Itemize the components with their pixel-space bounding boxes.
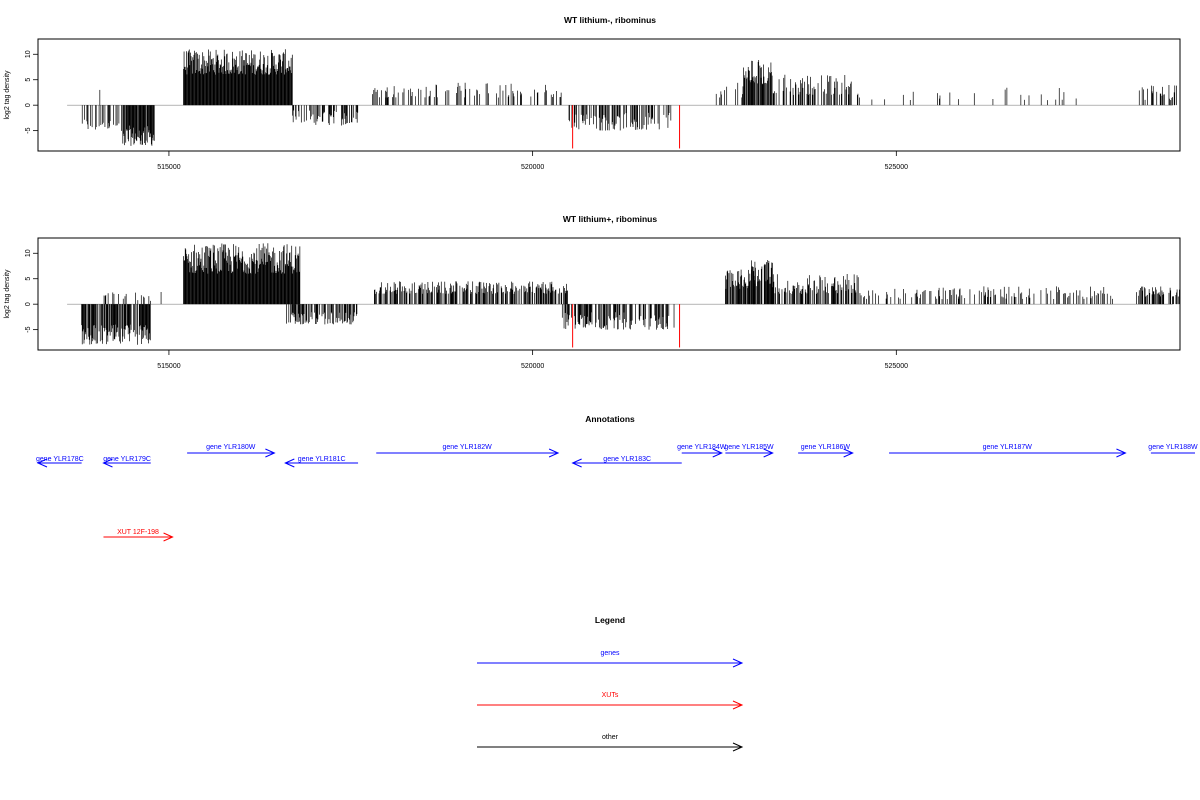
- annotation-label: gene YLR178C: [36, 456, 84, 463]
- arrow-head: [163, 532, 174, 542]
- annotation-label: gene YLR183C: [603, 456, 651, 463]
- xut-arrow: XUT 12F-198: [103, 529, 174, 542]
- arrow-head: [843, 448, 854, 458]
- y-tick-label: 10: [25, 249, 32, 257]
- gene-arrow: gene YLR183C: [571, 456, 682, 468]
- chart-panel-lithium-minus: WT lithium-, ribominus log2 tag density …: [4, 15, 1181, 171]
- y-axis-label: log2 tag density: [4, 70, 11, 120]
- legend-label: genes: [600, 650, 620, 657]
- legend-label: XUTs: [602, 692, 619, 699]
- x-tick-label: 525000: [885, 363, 908, 370]
- annotations-title: Annotations: [585, 414, 635, 424]
- legend-arrow-head: [732, 742, 744, 752]
- x-tick-label: 515000: [157, 164, 180, 171]
- annotation-label: gene YLR179C: [103, 456, 151, 463]
- arrow-head: [36, 458, 48, 468]
- y-tick-label: 0: [25, 103, 32, 107]
- x-tick-label: 515000: [157, 363, 180, 370]
- legend-title: Legend: [595, 615, 625, 625]
- y-tick-label: 0: [25, 302, 32, 306]
- chart-title: WT lithium-, ribominus: [564, 15, 656, 25]
- arrow-head: [1116, 448, 1127, 458]
- xut-track: XUT 12F-198: [103, 529, 174, 542]
- gene-arrow: gene YLR184W: [677, 444, 727, 458]
- y-tick-label: -5: [25, 127, 32, 133]
- legend-arrow-head: [732, 700, 744, 710]
- bar-group: [67, 243, 1180, 345]
- arrow-head: [571, 458, 582, 468]
- annotation-label: gene YLR188W: [1148, 444, 1198, 451]
- annotation-label: XUT 12F-198: [117, 529, 159, 536]
- y-tick-label: 5: [25, 78, 32, 82]
- legend-item: genes: [477, 650, 744, 668]
- gene-arrow: gene YLR178C: [36, 456, 84, 468]
- chart-title: WT lithium+, ribominus: [563, 214, 657, 224]
- x-tick-label: 525000: [885, 164, 908, 171]
- legend-items: genes XUTs other: [477, 650, 744, 752]
- axes-group: 10 5 0 -5 515000 520000 525000: [25, 50, 908, 171]
- arrow-head: [102, 458, 113, 468]
- x-tick-label: 520000: [521, 363, 544, 370]
- red-mark-group: [572, 105, 681, 149]
- gene-arrow: gene YLR185W: [724, 444, 774, 458]
- gene-arrow: gene YLR179C: [102, 456, 151, 468]
- annotations-panel: Annotations gene YLR178C gene YLR179Cgene…: [36, 414, 1198, 542]
- annotation-label: gene YLR181C: [298, 456, 346, 463]
- annotation-label: gene YLR184W: [677, 444, 727, 451]
- arrow-head: [265, 448, 276, 458]
- legend-label: other: [602, 734, 619, 741]
- plot-frame: [37, 38, 1181, 152]
- annotation-label: gene YLR187W: [983, 444, 1033, 451]
- gene-arrow: gene YLR186W: [798, 444, 854, 458]
- arrow-head: [548, 448, 560, 458]
- legend: Legend genes XUTs other: [477, 615, 744, 752]
- y-tick-label: 10: [25, 50, 32, 58]
- x-tick-label: 520000: [521, 164, 544, 171]
- arrow-head: [763, 448, 774, 458]
- gene-arrow: gene YLR180W: [187, 444, 276, 458]
- legend-item: XUTs: [477, 692, 744, 710]
- plot-frame: [37, 237, 1181, 351]
- red-mark-group: [572, 304, 681, 348]
- y-axis-label: log2 tag density: [4, 269, 11, 319]
- y-tick-label: 5: [25, 277, 32, 281]
- gene-arrow: gene YLR182W: [376, 444, 560, 458]
- arrow-head: [284, 458, 295, 468]
- annotation-label: gene YLR185W: [724, 444, 774, 451]
- annotation-label: gene YLR180W: [206, 444, 256, 451]
- chart-panel-lithium-plus: WT lithium+, ribominus log2 tag density …: [4, 214, 1181, 370]
- gene-arrow: gene YLR181C: [284, 456, 359, 468]
- arrow-head: [712, 448, 723, 458]
- gene-track: gene YLR178C gene YLR179C gene YLR180W gene…: [36, 444, 1198, 468]
- y-tick-label: -5: [25, 326, 32, 332]
- annotation-label: gene YLR182W: [443, 444, 493, 451]
- gene-arrow: gene YLR188W: [1148, 444, 1198, 454]
- bar-group: [67, 49, 1181, 146]
- gene-arrow: gene YLR187W: [889, 444, 1127, 458]
- annotation-label: gene YLR186W: [801, 444, 851, 451]
- axes-group: 10 5 0 -5 515000 520000 525000: [25, 249, 908, 370]
- legend-item: other: [477, 734, 744, 752]
- legend-arrow-head: [732, 658, 744, 668]
